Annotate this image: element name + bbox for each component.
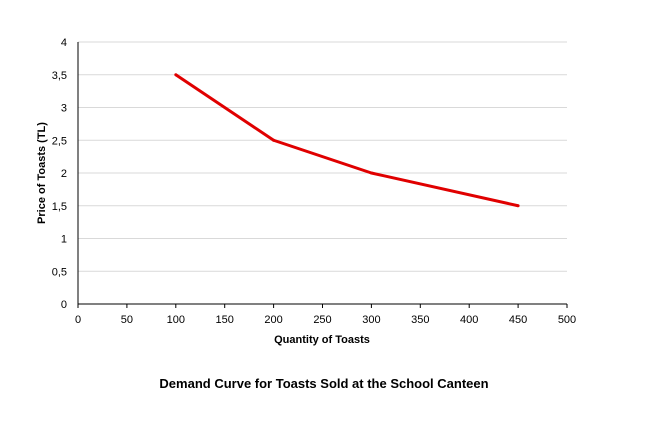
x-tick-label: 300 bbox=[362, 314, 380, 326]
y-tick-label: 0 bbox=[61, 299, 67, 311]
x-tick-label: 350 bbox=[411, 314, 429, 326]
x-tick-label: 50 bbox=[121, 314, 133, 326]
series-lines bbox=[174, 73, 520, 208]
x-tick-label: 500 bbox=[558, 314, 576, 326]
y-tick-label: 3 bbox=[61, 103, 67, 115]
x-tick-label: 250 bbox=[313, 314, 331, 326]
demand-curve-line bbox=[174, 73, 519, 208]
x-axis-title: Quantity of Toasts bbox=[274, 334, 370, 346]
y-tick-label: 2,5 bbox=[52, 135, 67, 147]
y-tick-label: 1,5 bbox=[52, 201, 67, 213]
x-tick-label: 100 bbox=[167, 314, 185, 326]
y-axis-tick-labels: 0 0,5 1 1,5 2 2,5 3 3,5 4 bbox=[52, 37, 67, 311]
data-point bbox=[369, 171, 373, 175]
axes bbox=[77, 42, 568, 308]
data-point bbox=[272, 138, 276, 142]
y-tick-label: 1 bbox=[61, 234, 67, 246]
x-tick-label: 400 bbox=[460, 314, 478, 326]
y-tick-label: 2 bbox=[61, 168, 67, 180]
x-tick-label: 200 bbox=[264, 314, 282, 326]
x-tick-label: 150 bbox=[216, 314, 234, 326]
y-axis-title: Price of Toasts (TL) bbox=[36, 122, 48, 224]
y-tick-label: 3,5 bbox=[52, 70, 67, 82]
data-point bbox=[516, 204, 520, 208]
y-tick-label: 4 bbox=[61, 37, 67, 49]
x-tick-label: 450 bbox=[509, 314, 527, 326]
x-tick-label: 0 bbox=[75, 314, 81, 326]
chart-title: Demand Curve for Toasts Sold at the Scho… bbox=[159, 376, 489, 391]
gridlines bbox=[78, 41, 567, 272]
x-axis-tick-labels: 0 50 100 150 200 250 300 350 400 450 500 bbox=[75, 314, 576, 326]
y-tick-label: 0,5 bbox=[52, 266, 67, 278]
data-point bbox=[174, 73, 178, 77]
